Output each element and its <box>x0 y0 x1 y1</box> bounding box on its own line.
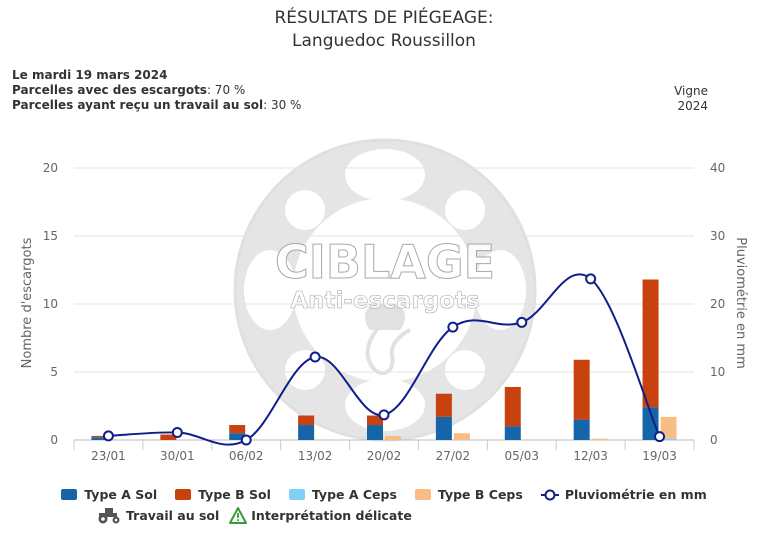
legend-item-type-b-sol[interactable]: Type B Sol <box>175 486 271 503</box>
legend: Type A Sol Type B Sol Type A Ceps Type B Ce… <box>0 486 768 524</box>
info-date: Le mardi 19 mars 2024 <box>12 68 168 82</box>
y-right-tick-label: 30 <box>710 229 725 243</box>
crop-name: Vigne <box>674 84 708 98</box>
info-escargots-label: Parcelles avec des escargots <box>12 83 207 97</box>
rain-point <box>585 273 597 285</box>
y-axis-left-label: Nombre d'escargots <box>20 237 35 368</box>
rain-point <box>378 409 390 421</box>
x-tick-label: 06/02 <box>229 449 264 463</box>
y-left-tick-label: 15 <box>43 229 58 243</box>
bar-type-a-sol <box>229 433 246 440</box>
x-tick-label: 19/03 <box>642 449 677 463</box>
y-right-tick-label: 40 <box>710 161 725 175</box>
legend-item-type-a-ceps[interactable]: Type A Ceps <box>288 486 397 503</box>
x-tick-label: 20/02 <box>367 449 402 463</box>
bar-type-b-sol <box>642 279 659 408</box>
x-tick-label: 30/01 <box>160 449 195 463</box>
legend-row: Type A Sol Type B Sol Type A Ceps Type B Ce… <box>0 486 768 503</box>
x-tick-label: 13/02 <box>298 449 333 463</box>
rain-point <box>102 430 114 442</box>
legend-swatch <box>61 489 78 500</box>
legend-label: Type B Ceps <box>437 487 523 502</box>
y-right-tick-label: 0 <box>710 433 718 447</box>
x-tick-label: 12/03 <box>573 449 608 463</box>
y-axis-right: 0 10 20 30 40 <box>710 161 725 447</box>
info-travail-label: Parcelles ayant reçu un travail au sol <box>12 98 264 112</box>
legend-swatch <box>288 489 305 500</box>
rain-point <box>240 434 252 446</box>
legend-label: Type A Sol <box>84 487 158 502</box>
bar-type-b-ceps <box>660 416 677 439</box>
legend-label: Type A Ceps <box>311 487 397 502</box>
y-right-tick-label: 20 <box>710 297 725 311</box>
rain-point <box>516 316 528 328</box>
bar-type-a-sol <box>573 419 590 440</box>
bar-type-a-sol <box>298 425 315 440</box>
bar-type-b-sol <box>298 415 315 426</box>
bar-type-a-sol <box>642 407 659 440</box>
y-right-tick-label: 10 <box>710 365 725 379</box>
bar-type-b-sol <box>160 434 177 440</box>
rain-point <box>654 431 666 443</box>
bar-type-a-sol <box>367 425 383 440</box>
crop-year: 2024 <box>677 99 708 113</box>
bar-series <box>91 279 677 440</box>
info-block: Le mardi 19 mars 2024 Parcelles avec des… <box>12 68 301 113</box>
y-axis-left: 0 5 10 15 20 <box>43 161 58 447</box>
legend-row-2: Travail au sol Interprétation délicate <box>96 506 412 524</box>
bar-type-b-sol <box>435 393 452 417</box>
legend-line-marker <box>540 489 559 500</box>
bar-type-b-ceps <box>385 435 401 440</box>
bar-type-a-sol <box>504 426 521 440</box>
chart-subtitle: Languedoc Roussillon <box>292 31 476 51</box>
bar-type-b-ceps <box>591 438 608 440</box>
bar-type-b-ceps <box>453 433 470 440</box>
x-tick-label: 27/02 <box>436 449 471 463</box>
bar-type-b-sol <box>367 415 383 426</box>
watermark-text-line1: CIBLAGE <box>275 235 495 289</box>
legend-swatch <box>414 489 431 500</box>
legend-item-type-b-ceps[interactable]: Type B Ceps <box>414 486 523 503</box>
x-tick-label: 05/03 <box>504 449 539 463</box>
crop-info: Vigne 2024 <box>674 84 708 114</box>
watermark-text-line2: Anti-escargots <box>290 288 479 314</box>
info-escargots-value: : 70 % <box>206 83 246 97</box>
y-left-tick-label: 0 <box>50 433 58 447</box>
grid-lines <box>74 167 694 441</box>
y-left-tick-label: 5 <box>50 365 58 379</box>
y-axis-right-label: Pluviométrie en mm <box>733 237 748 369</box>
rain-point <box>447 321 459 333</box>
bar-type-b-sol <box>573 359 590 420</box>
bar-type-b-sol <box>504 386 521 427</box>
x-tick-label: 23/01 <box>91 449 126 463</box>
y-left-tick-label: 10 <box>43 297 58 311</box>
legend-label: Type B Sol <box>198 487 271 502</box>
bar-type-a-sol <box>435 416 452 440</box>
tractor-icon <box>98 508 120 524</box>
x-axis: 23/01 30/01 06/02 13/02 20/02 27/02 05/03 12/03… <box>73 440 695 463</box>
chart-title: RÉSULTATS DE PIÉGEAGE: <box>274 8 494 28</box>
legend-item-type-a-sol[interactable]: Type A Sol <box>61 486 157 503</box>
rain-point <box>171 427 183 439</box>
legend-travail-label: Travail au sol <box>126 507 220 523</box>
warning-icon <box>229 506 248 524</box>
bar-type-b-sol <box>91 435 108 438</box>
rain-line-series <box>102 273 666 446</box>
info-travail-value: : 30 % <box>263 98 302 112</box>
rain-point <box>309 351 321 363</box>
legend-interpretation-label: Interprétation délicate <box>251 507 412 523</box>
legend-label: Pluviométrie en mm <box>564 487 707 502</box>
legend-item-pluviométrie-en-mm[interactable]: Pluviométrie en mm <box>540 486 707 503</box>
y-left-tick-label: 20 <box>43 161 58 175</box>
bar-type-a-ceps <box>660 438 677 440</box>
bar-type-b-sol <box>229 425 246 434</box>
bar-type-a-sol <box>91 437 108 440</box>
legend-swatch <box>175 489 192 500</box>
watermark-logo <box>233 138 537 442</box>
